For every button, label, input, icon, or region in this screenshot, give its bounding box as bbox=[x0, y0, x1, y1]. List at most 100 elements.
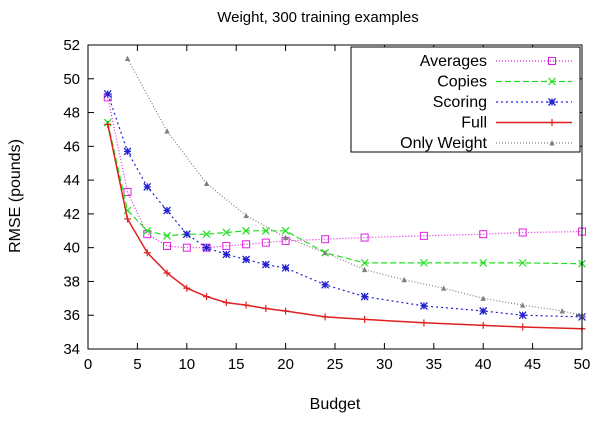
data-point bbox=[182, 230, 191, 239]
x-tick-label: 30 bbox=[376, 356, 393, 373]
data-point bbox=[419, 258, 428, 267]
data-point bbox=[322, 249, 328, 256]
y-tick-label: 34 bbox=[63, 341, 80, 358]
chart-title: Weight, 300 training examples bbox=[217, 9, 419, 26]
data-point bbox=[163, 231, 171, 240]
data-point bbox=[518, 228, 527, 237]
series-line bbox=[107, 97, 583, 249]
data-point bbox=[143, 182, 152, 191]
y-tick-label: 50 bbox=[63, 71, 80, 88]
data-point bbox=[548, 119, 556, 126]
y-tick-label: 48 bbox=[63, 105, 80, 122]
data-point bbox=[361, 315, 369, 323]
x-tick-label: 5 bbox=[133, 356, 141, 373]
series-copies bbox=[103, 118, 586, 268]
data-point bbox=[124, 215, 132, 223]
x-tick-label: 0 bbox=[84, 356, 92, 373]
data-point bbox=[518, 258, 527, 267]
data-point bbox=[548, 77, 556, 86]
series-only-weight bbox=[124, 55, 585, 318]
y-tick-label: 46 bbox=[63, 138, 80, 155]
legend-label: Averages bbox=[420, 53, 487, 70]
series-line bbox=[107, 124, 583, 330]
data-point bbox=[440, 285, 447, 291]
data-point bbox=[419, 231, 428, 240]
x-tick-label: 15 bbox=[228, 356, 245, 373]
plot-series bbox=[103, 55, 586, 333]
data-point bbox=[242, 226, 251, 235]
data-point bbox=[163, 269, 171, 277]
data-point bbox=[222, 228, 231, 237]
x-tick-label: 35 bbox=[425, 356, 442, 373]
x-axis-label: Budget bbox=[310, 396, 361, 413]
data-point bbox=[124, 55, 131, 62]
data-point bbox=[419, 301, 428, 310]
data-point bbox=[202, 230, 211, 239]
legend-label: Only Weight bbox=[400, 135, 487, 152]
data-point bbox=[104, 120, 112, 128]
legend-label: Full bbox=[461, 115, 487, 132]
data-point bbox=[401, 276, 407, 283]
data-point bbox=[360, 258, 369, 267]
y-tick-label: 42 bbox=[63, 206, 80, 223]
y-tick-label: 44 bbox=[63, 172, 80, 189]
data-point bbox=[222, 241, 231, 250]
data-point bbox=[518, 311, 527, 320]
series-line bbox=[107, 93, 583, 318]
data-point bbox=[361, 266, 368, 273]
data-point bbox=[261, 260, 270, 269]
data-point bbox=[164, 128, 170, 134]
x-tick-label: 45 bbox=[524, 356, 541, 373]
legend-item: Copies bbox=[437, 74, 572, 91]
data-point bbox=[479, 230, 488, 239]
legend-item: Full bbox=[461, 115, 572, 132]
axis-ticks: 0 5 10 15 20 25 30 35 40 45 50 34 36 38 40 42 44 46 48 50 52 bbox=[63, 37, 590, 373]
data-point bbox=[261, 238, 270, 247]
data-point bbox=[203, 293, 211, 301]
series-scoring bbox=[103, 90, 586, 321]
data-point bbox=[163, 206, 171, 215]
x-tick-label: 50 bbox=[574, 356, 591, 373]
data-point bbox=[242, 255, 251, 264]
plot-frame bbox=[87, 44, 583, 350]
y-tick-label: 36 bbox=[63, 307, 80, 324]
data-point bbox=[143, 249, 151, 257]
data-point bbox=[321, 313, 329, 321]
y-tick-label: 38 bbox=[63, 273, 80, 290]
x-tick-label: 10 bbox=[178, 356, 195, 373]
data-point bbox=[479, 307, 488, 315]
legend-label: Scoring bbox=[433, 94, 487, 111]
data-point bbox=[548, 98, 556, 106]
data-point bbox=[243, 212, 249, 219]
data-point bbox=[143, 226, 152, 235]
data-point bbox=[203, 180, 210, 186]
data-point bbox=[559, 308, 565, 314]
data-point bbox=[183, 284, 191, 292]
data-point bbox=[321, 280, 330, 289]
data-point bbox=[549, 140, 555, 146]
x-tick-label: 40 bbox=[475, 356, 492, 373]
data-point bbox=[123, 147, 132, 156]
data-point bbox=[163, 241, 172, 250]
x-tick-label: 25 bbox=[327, 356, 344, 373]
data-point bbox=[262, 304, 270, 312]
y-axis-label: RMSE (pounds) bbox=[7, 139, 24, 253]
y-tick-label: 52 bbox=[63, 37, 80, 54]
legend-item: Only Weight bbox=[400, 135, 572, 152]
data-point bbox=[222, 299, 230, 307]
data-point bbox=[480, 295, 486, 301]
data-point bbox=[281, 226, 290, 235]
data-point bbox=[321, 235, 330, 244]
y-tick-label: 40 bbox=[63, 240, 80, 257]
data-point bbox=[360, 292, 369, 301]
legend: Averages Copies Scoring Full Only Weight bbox=[350, 46, 581, 153]
data-point bbox=[182, 243, 191, 252]
data-point bbox=[242, 240, 251, 249]
data-point bbox=[360, 233, 369, 242]
series-full bbox=[104, 120, 586, 333]
data-point bbox=[123, 187, 132, 196]
series-line bbox=[107, 122, 583, 265]
data-point bbox=[202, 243, 211, 252]
data-point bbox=[282, 234, 289, 241]
